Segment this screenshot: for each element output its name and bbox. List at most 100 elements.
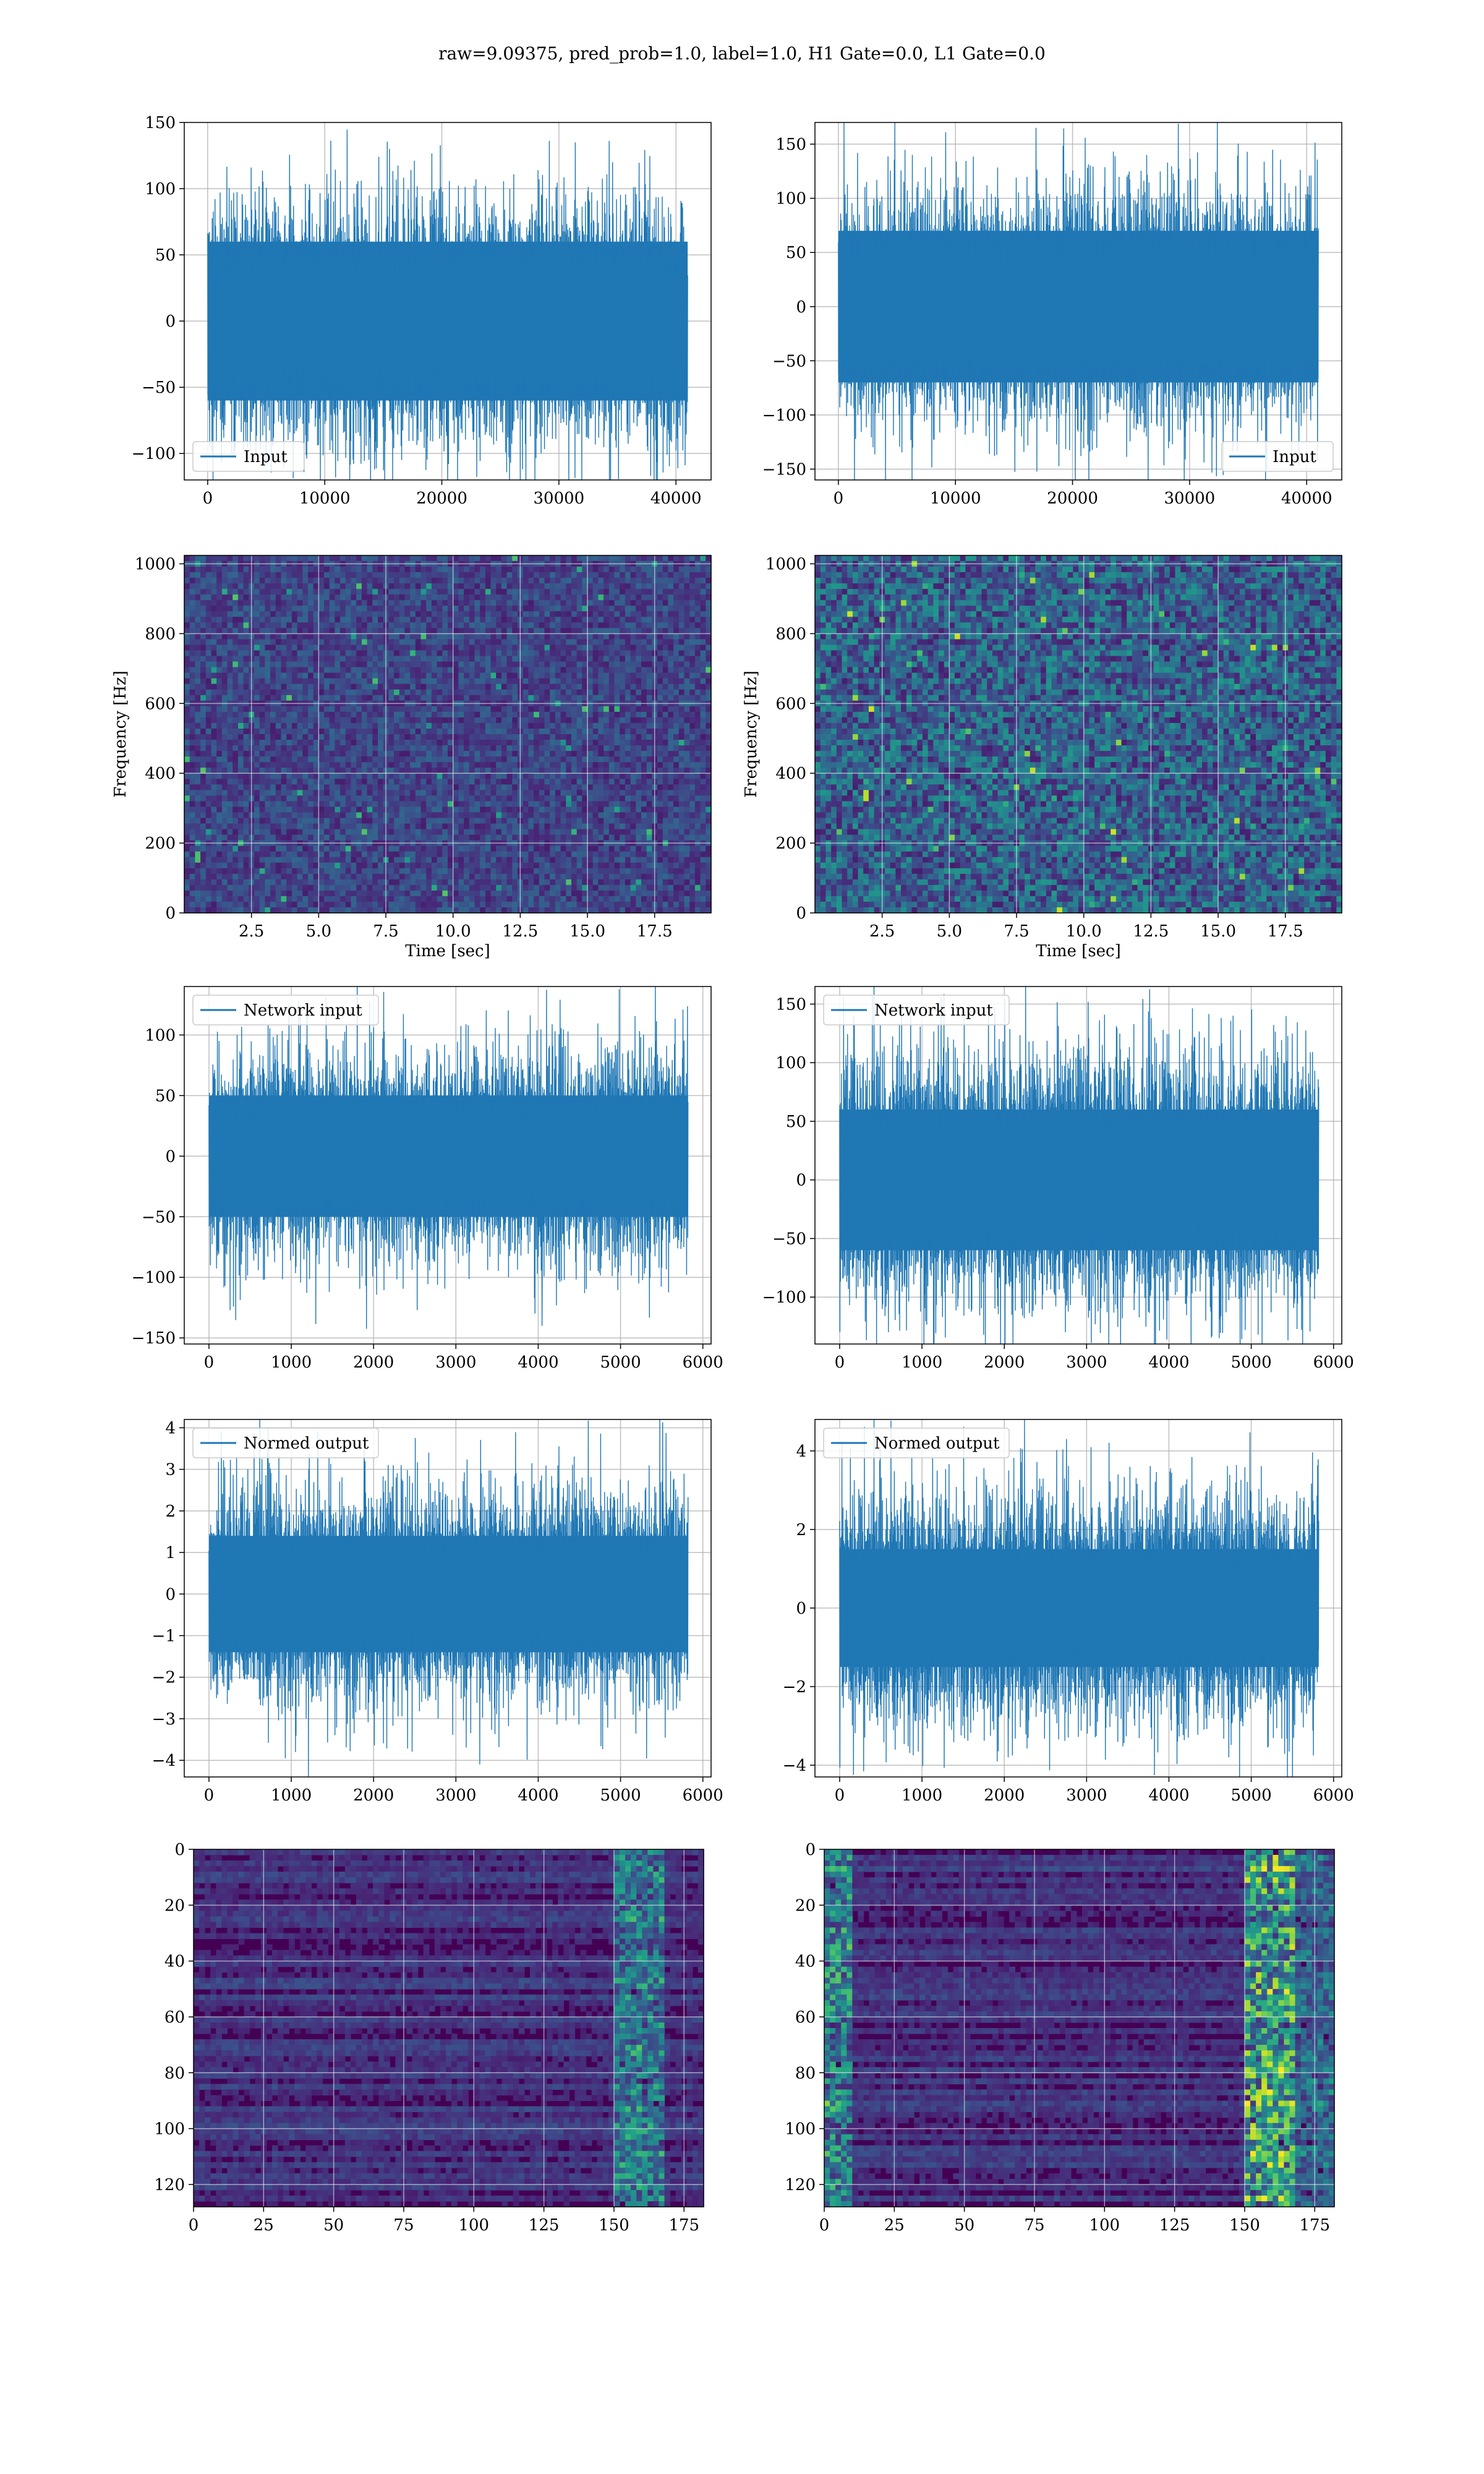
heatmap-cell [265, 818, 271, 824]
heatmap-cell [571, 617, 578, 623]
heatmap-cell [555, 628, 561, 634]
heatmap-cell [522, 617, 529, 623]
heatmap-cell [555, 812, 561, 818]
heatmap-cell [678, 734, 685, 740]
heatmap-cell [410, 790, 416, 796]
heatmap-cell [437, 578, 443, 584]
heatmap-cell [415, 622, 422, 628]
heatmap-cell [356, 829, 362, 836]
heatmap-cell [560, 756, 566, 763]
heatmap-cell [662, 706, 669, 713]
heatmap-cell [700, 729, 706, 735]
heatmap-cell [474, 656, 480, 662]
heatmap-cell [232, 706, 239, 713]
heatmap-cell [684, 683, 690, 690]
heatmap-cell [587, 672, 594, 679]
heatmap-cell [426, 706, 432, 713]
heatmap-cell [566, 572, 572, 578]
heatmap-cell [625, 801, 631, 807]
heatmap-cell [673, 600, 680, 606]
heatmap-cell [673, 729, 680, 735]
heatmap-cell [308, 745, 314, 751]
heatmap-cell [469, 818, 475, 824]
heatmap-cell [630, 745, 636, 751]
heatmap-cell [571, 807, 578, 813]
heatmap-cell [550, 740, 556, 746]
heatmap-cell [275, 639, 282, 646]
heatmap-cell [189, 790, 195, 796]
heatmap-cell [442, 706, 448, 713]
heatmap-cell [388, 639, 394, 646]
heatmap-cell [641, 672, 647, 679]
heatmap-cell [646, 751, 652, 757]
heatmap-cell [308, 818, 314, 824]
heatmap-cell [200, 656, 207, 662]
heatmap-cell [614, 589, 620, 595]
heatmap-cell [582, 695, 588, 701]
heatmap-cell [464, 628, 470, 634]
heatmap-cell [544, 617, 550, 623]
heatmap-cell [388, 740, 394, 746]
heatmap-cell [700, 722, 706, 729]
heatmap-cell [318, 779, 325, 785]
heatmap-cell [227, 644, 233, 651]
heatmap-cell [469, 729, 475, 735]
heatmap-cell [227, 717, 233, 724]
heatmap-cell [415, 672, 422, 679]
heatmap-cell [678, 717, 685, 724]
heatmap-cell [550, 622, 556, 628]
heatmap-cell [539, 572, 545, 578]
heatmap-cell [297, 779, 303, 785]
heatmap-cell [522, 801, 529, 807]
heatmap-cell [254, 578, 260, 584]
heatmap-cell [184, 672, 190, 679]
heatmap-cell [195, 683, 201, 690]
heatmap-cell [689, 829, 696, 836]
heatmap-cell [480, 711, 486, 718]
heatmap-cell [603, 611, 610, 617]
heatmap-cell [361, 801, 368, 807]
heatmap-cell [399, 683, 406, 690]
heatmap-cell [512, 779, 518, 785]
heatmap-cell [453, 711, 459, 718]
heatmap-cell [302, 644, 309, 651]
heatmap-cell [480, 661, 486, 668]
heatmap-cell [474, 572, 480, 578]
heatmap-cell [501, 818, 508, 824]
heatmap-cell [431, 717, 438, 724]
heatmap-cell [587, 807, 594, 813]
heatmap-cell [216, 745, 223, 751]
heatmap-cell [528, 711, 534, 718]
heatmap-cell [469, 667, 475, 674]
heatmap-cell [195, 555, 201, 562]
heatmap-cell [603, 678, 610, 685]
heatmap-cell [361, 779, 368, 785]
heatmap-cell [614, 650, 620, 657]
heatmap-cell [367, 644, 373, 651]
heatmap-cell [227, 572, 233, 578]
heatmap-cell [480, 823, 486, 830]
heatmap-cell [603, 751, 610, 757]
heatmap-cell [318, 611, 325, 617]
heatmap-cell [673, 745, 680, 751]
heatmap-cell [329, 818, 335, 824]
heatmap-cell [243, 740, 249, 746]
heatmap-cell [259, 795, 265, 802]
heatmap-cell [211, 650, 217, 657]
heatmap-cell [335, 829, 341, 836]
heatmap-cell [275, 706, 282, 713]
heatmap-cell [184, 790, 190, 796]
heatmap-cell [700, 594, 706, 601]
heatmap-cell [291, 823, 298, 830]
heatmap-cell [587, 818, 594, 824]
heatmap-cell [232, 583, 239, 589]
heatmap-cell [254, 617, 260, 623]
heatmap-cell [480, 751, 486, 757]
heatmap-cell [448, 751, 454, 757]
heatmap-cell [394, 600, 400, 606]
heatmap-cell [694, 823, 701, 830]
heatmap-cell [689, 818, 696, 824]
heatmap-cell [571, 678, 578, 685]
heatmap-cell [571, 611, 578, 617]
heatmap-cell [297, 572, 303, 578]
